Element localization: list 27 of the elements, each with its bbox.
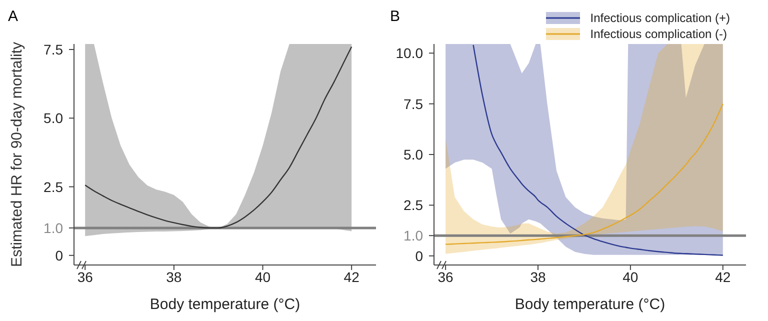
y-tick-label: 1.0 <box>44 220 64 236</box>
y-tick-label: 0 <box>55 247 64 264</box>
legend-label: Infectious complication (+) <box>590 11 730 25</box>
x-tick-label: 40 <box>254 268 271 285</box>
x-tick-label: 36 <box>77 268 94 285</box>
y-tick-label: 2.5 <box>44 178 64 195</box>
x-tick-label: 42 <box>715 268 731 285</box>
x-axis-title: Body temperature (°C) <box>514 296 666 313</box>
y-tick-label: 7.5 <box>404 96 424 112</box>
y-tick-label: 1.0 <box>404 228 424 244</box>
x-tick-label: 38 <box>166 268 182 285</box>
y-tick-label: 7.5 <box>44 41 64 58</box>
x-tick-label: 38 <box>530 268 546 285</box>
y-tick-label: 5.0 <box>404 146 424 162</box>
y-axis-title: Estimated HR for 90-day mortality <box>8 41 26 268</box>
y-tick-label: 2.5 <box>404 197 424 214</box>
chart-title: B <box>390 8 400 25</box>
legend-label: Infectious complication (-) <box>590 27 727 41</box>
y-tick-label: 0 <box>415 248 424 264</box>
x-axis-title: Body temperature (°C) <box>150 296 300 313</box>
chart-title: A <box>8 8 18 25</box>
y-tick-label: 5.0 <box>44 110 64 126</box>
x-tick-label: 40 <box>622 268 638 285</box>
y-tick-label: 10.0 <box>396 45 424 62</box>
x-tick-label: 36 <box>438 268 454 285</box>
line-series <box>444 103 724 245</box>
x-tick-label: 42 <box>344 268 360 285</box>
